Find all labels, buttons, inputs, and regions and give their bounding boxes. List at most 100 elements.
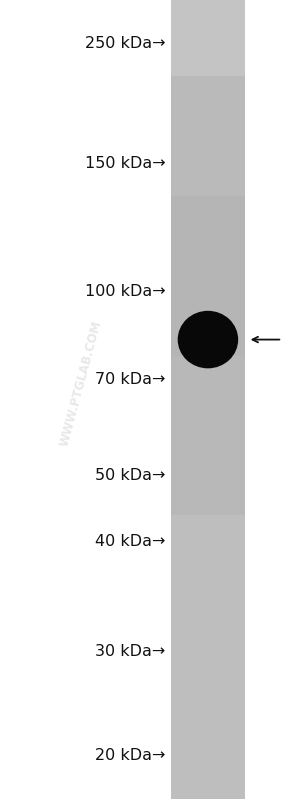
Bar — [171, 327, 245, 332]
Bar — [171, 630, 245, 635]
Bar — [171, 698, 245, 703]
Bar — [171, 435, 245, 439]
Bar — [171, 559, 245, 563]
Bar — [171, 535, 245, 539]
Bar — [171, 762, 245, 767]
Bar — [171, 107, 245, 112]
Bar — [171, 551, 245, 555]
Bar — [171, 287, 245, 292]
Bar — [171, 766, 245, 771]
Text: 250 kDa→: 250 kDa→ — [85, 37, 166, 51]
Bar — [171, 0, 245, 4]
Bar — [171, 347, 245, 352]
Bar — [171, 710, 245, 715]
Bar — [171, 662, 245, 667]
Bar — [171, 407, 245, 411]
Bar — [171, 283, 245, 288]
Bar — [171, 195, 245, 200]
Bar — [171, 467, 245, 471]
Bar — [171, 455, 245, 459]
Bar — [171, 151, 245, 156]
Bar — [171, 387, 245, 392]
Bar — [171, 303, 245, 308]
Bar — [171, 131, 245, 136]
Bar — [171, 207, 245, 212]
Bar — [171, 491, 245, 495]
Bar — [171, 598, 245, 603]
Bar — [171, 626, 245, 631]
Bar — [171, 650, 245, 655]
Bar — [171, 602, 245, 607]
Text: 40 kDa→: 40 kDa→ — [95, 535, 166, 549]
Bar — [171, 127, 245, 132]
Bar — [171, 43, 245, 48]
Bar — [171, 503, 245, 507]
Bar — [171, 355, 245, 360]
Bar — [171, 123, 245, 128]
Bar — [171, 315, 245, 320]
Bar — [171, 331, 245, 336]
Bar — [171, 439, 245, 443]
Bar — [171, 275, 245, 280]
Bar — [171, 251, 245, 256]
Bar — [171, 642, 245, 647]
Bar — [171, 163, 245, 168]
Bar — [171, 135, 245, 140]
Bar — [171, 590, 245, 595]
Bar — [171, 646, 245, 651]
Ellipse shape — [178, 311, 238, 368]
Bar — [171, 307, 245, 312]
Bar — [171, 339, 245, 344]
Bar — [171, 83, 245, 88]
Text: WWW.PTGLAB.COM: WWW.PTGLAB.COM — [58, 319, 104, 448]
Bar — [171, 714, 245, 719]
Bar — [171, 570, 245, 575]
Bar — [171, 171, 245, 176]
Bar — [171, 147, 245, 152]
Bar — [171, 15, 245, 20]
Text: 70 kDa→: 70 kDa→ — [95, 372, 166, 387]
Bar — [171, 219, 245, 224]
Bar — [171, 562, 245, 567]
Bar — [171, 778, 245, 783]
Bar — [171, 578, 245, 583]
Bar — [171, 155, 245, 160]
Bar — [171, 539, 245, 543]
Bar — [171, 610, 245, 615]
Bar — [171, 782, 245, 787]
Bar — [171, 263, 245, 268]
Bar — [171, 299, 245, 304]
Bar — [171, 674, 245, 679]
Bar — [171, 239, 245, 244]
Bar — [171, 383, 245, 388]
Bar — [171, 746, 245, 751]
Bar — [171, 459, 245, 463]
Bar — [171, 411, 245, 415]
Bar — [171, 682, 245, 687]
Bar — [171, 31, 245, 36]
Bar — [171, 231, 245, 236]
Bar — [171, 291, 245, 296]
Bar — [171, 666, 245, 671]
Bar — [171, 738, 245, 743]
Bar — [171, 774, 245, 779]
Bar — [171, 419, 245, 423]
Bar — [171, 403, 245, 407]
Bar — [171, 159, 245, 164]
Bar — [171, 399, 245, 403]
Bar — [171, 555, 245, 559]
Bar — [171, 750, 245, 755]
Bar — [171, 670, 245, 675]
Bar — [171, 614, 245, 619]
Bar — [171, 730, 245, 735]
Bar — [171, 499, 245, 503]
Bar — [171, 622, 245, 627]
Bar — [171, 59, 245, 64]
Text: 30 kDa→: 30 kDa→ — [95, 644, 166, 658]
Bar — [171, 415, 245, 419]
Bar — [171, 23, 245, 28]
Bar — [171, 586, 245, 591]
Bar — [171, 574, 245, 579]
Bar — [171, 702, 245, 707]
Bar — [171, 363, 245, 368]
